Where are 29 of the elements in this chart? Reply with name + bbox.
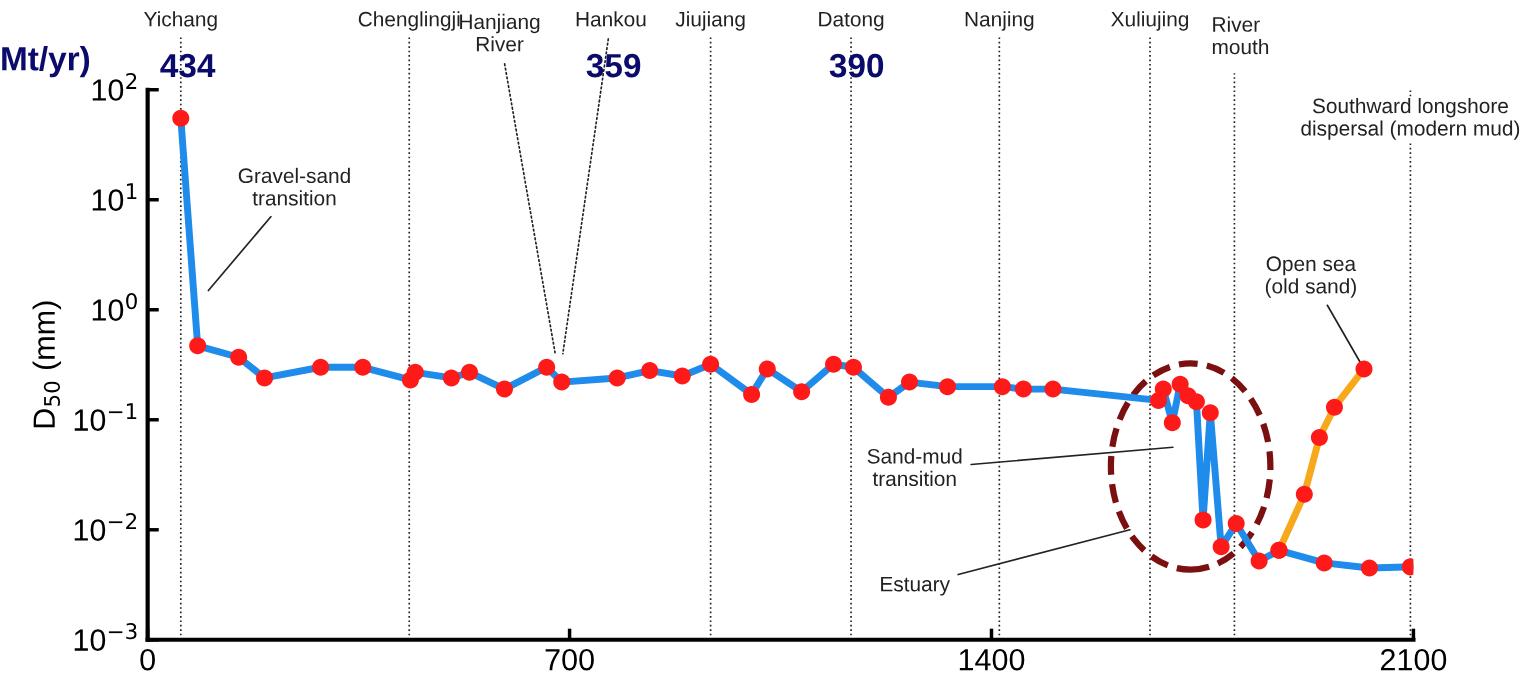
ref-line-label: Nanjing bbox=[965, 11, 1034, 31]
annotation: Open sea (old sand) bbox=[1265, 256, 1357, 298]
ref-line-label: River mouth bbox=[1212, 16, 1269, 55]
x-tick-label: 1400 bbox=[959, 648, 1025, 671]
text: 390 bbox=[829, 53, 884, 78]
x-tick-label: 0 bbox=[140, 648, 155, 671]
text: Mt/yr) bbox=[2, 46, 90, 78]
y-tick-label: 10$^{0}$ bbox=[92, 293, 137, 321]
y-axis-title: D$_{50}$ (mm) bbox=[32, 301, 62, 428]
text: Hankou bbox=[576, 11, 646, 27]
text: 359 bbox=[586, 53, 641, 78]
ref-line-label: Yichang bbox=[144, 11, 217, 31]
ref-line-label: Chenglingji bbox=[358, 11, 460, 31]
annotation: Sand-mud transition bbox=[867, 448, 962, 487]
annotation: Gravel-sand transition bbox=[238, 167, 350, 206]
x-tick-label: 2100 bbox=[1380, 648, 1447, 671]
y-tick-label: 10$^{−3}$ bbox=[74, 623, 137, 651]
y-tick-label: 10$^{2}$ bbox=[92, 73, 137, 101]
ref-line-label: Xuliujing bbox=[1111, 11, 1189, 31]
ref-line-label: Jiujiang bbox=[675, 11, 745, 31]
y-tick-label: 10$^{−2}$ bbox=[74, 513, 137, 541]
x-tick-label: 700 bbox=[545, 648, 594, 671]
ref-line-label: Datong bbox=[819, 12, 884, 31]
annotation: Estuary bbox=[881, 576, 950, 596]
y-tick-label: 10$^{−1}$ bbox=[74, 403, 137, 431]
text: Hanjiang River bbox=[460, 13, 540, 52]
y-tick-label: 10$^{1}$ bbox=[92, 183, 137, 211]
text: 434 bbox=[160, 53, 216, 78]
ref-line-label: Southward longshore dispersal (modern mud) bbox=[1301, 97, 1520, 140]
